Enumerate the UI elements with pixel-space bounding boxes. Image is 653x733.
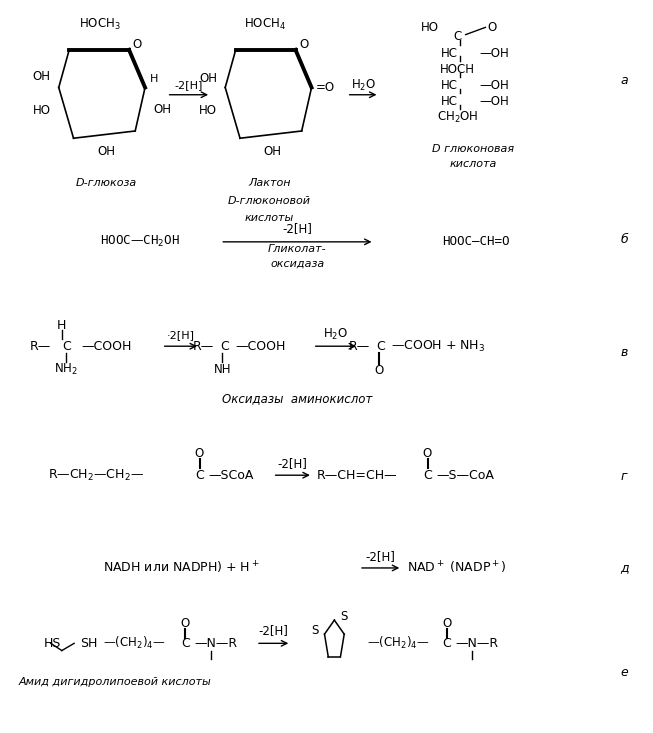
Text: —COOH: —COOH — [82, 339, 132, 353]
Text: OH: OH — [199, 73, 217, 85]
Text: HC: HC — [441, 47, 458, 60]
Text: O: O — [442, 617, 451, 630]
Text: HC: HC — [441, 95, 458, 108]
Text: ·2[H]: ·2[H] — [167, 330, 195, 339]
Text: H: H — [57, 320, 67, 333]
Text: -2[H]: -2[H] — [259, 625, 288, 638]
Text: —OH: —OH — [479, 79, 509, 92]
Text: C: C — [220, 339, 229, 353]
Text: HOOC—CH=O: HOOC—CH=O — [443, 235, 510, 248]
Text: кислоты: кислоты — [245, 213, 295, 223]
Text: C: C — [442, 637, 451, 650]
Text: O: O — [133, 37, 142, 51]
Text: S: S — [311, 624, 319, 637]
Text: —N—R: —N—R — [195, 637, 238, 650]
Text: O: O — [487, 21, 496, 34]
Text: HOCH: HOCH — [440, 63, 475, 76]
Text: H$_2$O: H$_2$O — [351, 78, 376, 93]
Text: Лактон: Лактон — [248, 178, 291, 188]
Text: H: H — [150, 74, 158, 84]
Text: в: в — [620, 345, 628, 358]
Text: C: C — [181, 637, 189, 650]
Text: O: O — [194, 447, 203, 460]
Text: HOCH$_3$: HOCH$_3$ — [79, 17, 121, 32]
Text: HS: HS — [43, 637, 61, 650]
Text: -2[H]: -2[H] — [366, 550, 396, 563]
Text: R—: R— — [193, 339, 214, 353]
Text: C: C — [62, 339, 71, 353]
Text: —(CH$_2$)$_4$—: —(CH$_2$)$_4$— — [103, 636, 166, 652]
Text: б: б — [620, 233, 628, 246]
Text: NADH или NADPH) + H$^+$: NADH или NADPH) + H$^+$ — [103, 560, 260, 576]
Text: R—: R— — [29, 339, 51, 353]
Text: NH$_2$: NH$_2$ — [54, 362, 78, 377]
Text: R—CH$_2$—CH$_2$—: R—CH$_2$—CH$_2$— — [48, 468, 144, 483]
Text: SH: SH — [80, 637, 98, 650]
Text: R—: R— — [349, 339, 370, 353]
Text: OH: OH — [153, 103, 172, 116]
Text: O: O — [374, 364, 383, 377]
Text: -2[H]: -2[H] — [278, 457, 308, 470]
Text: г: г — [621, 470, 628, 483]
Text: оксидаза: оксидаза — [270, 259, 325, 268]
Text: D глюконовая: D глюконовая — [432, 144, 514, 154]
Text: Амид дигидролипоевой кислоты: Амид дигидролипоевой кислоты — [19, 677, 212, 687]
Text: —OH: —OH — [479, 47, 509, 60]
Text: O: O — [180, 617, 190, 630]
Text: O: O — [422, 447, 432, 460]
Text: а: а — [620, 74, 628, 86]
Text: HOCH$_4$: HOCH$_4$ — [244, 17, 286, 32]
Text: Оксидазы  аминокислот: Оксидазы аминокислот — [222, 392, 373, 405]
Text: HOOC—CH$_2$OH: HOOC—CH$_2$OH — [100, 235, 180, 249]
Text: д: д — [620, 561, 628, 575]
Text: O: O — [299, 37, 308, 51]
Text: D-глюконовой: D-глюконовой — [228, 196, 311, 205]
Text: кислота: кислота — [449, 159, 497, 169]
Text: -2[H]: -2[H] — [174, 81, 203, 90]
Text: R—CH=CH—: R—CH=CH— — [317, 468, 398, 482]
Text: —N—R: —N—R — [455, 637, 498, 650]
Text: H$_2$O: H$_2$O — [323, 327, 348, 342]
Text: C: C — [454, 30, 462, 43]
Text: C: C — [424, 468, 432, 482]
Text: е: е — [620, 666, 628, 679]
Text: =O: =O — [316, 81, 335, 94]
Text: —COOH: —COOH — [236, 339, 286, 353]
Text: OH: OH — [97, 145, 115, 158]
Text: —COOH + NH$_3$: —COOH + NH$_3$ — [391, 339, 485, 354]
Text: HO: HO — [33, 104, 51, 117]
Text: —SCoA: —SCoA — [208, 468, 253, 482]
Text: HC: HC — [441, 79, 458, 92]
Text: C: C — [195, 468, 204, 482]
Text: NH: NH — [214, 363, 231, 376]
Text: OH: OH — [33, 70, 51, 83]
Text: HO: HO — [421, 21, 439, 34]
Text: OH: OH — [264, 145, 281, 158]
Text: S: S — [340, 610, 347, 623]
Text: -2[H]: -2[H] — [283, 222, 312, 235]
Text: —S—CoA: —S—CoA — [437, 468, 494, 482]
Text: D-глюкоза: D-глюкоза — [76, 178, 137, 188]
Text: CH$_2$OH: CH$_2$OH — [437, 110, 479, 125]
Text: NAD$^+$ (NADP$^+$): NAD$^+$ (NADP$^+$) — [407, 560, 507, 576]
Text: —(CH$_2$)$_4$—: —(CH$_2$)$_4$— — [367, 636, 430, 652]
Text: HO: HO — [199, 104, 217, 117]
Text: C: C — [376, 339, 385, 353]
Text: —OH: —OH — [479, 95, 509, 108]
Text: Гликолат-: Гликолат- — [268, 244, 326, 254]
